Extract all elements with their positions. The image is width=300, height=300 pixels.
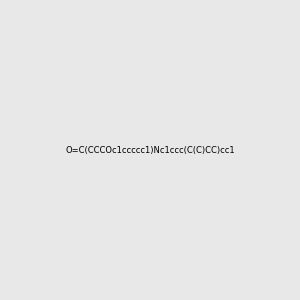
Text: O=C(CCCOc1ccccc1)Nc1ccc(C(C)CC)cc1: O=C(CCCOc1ccccc1)Nc1ccc(C(C)CC)cc1: [65, 146, 235, 154]
